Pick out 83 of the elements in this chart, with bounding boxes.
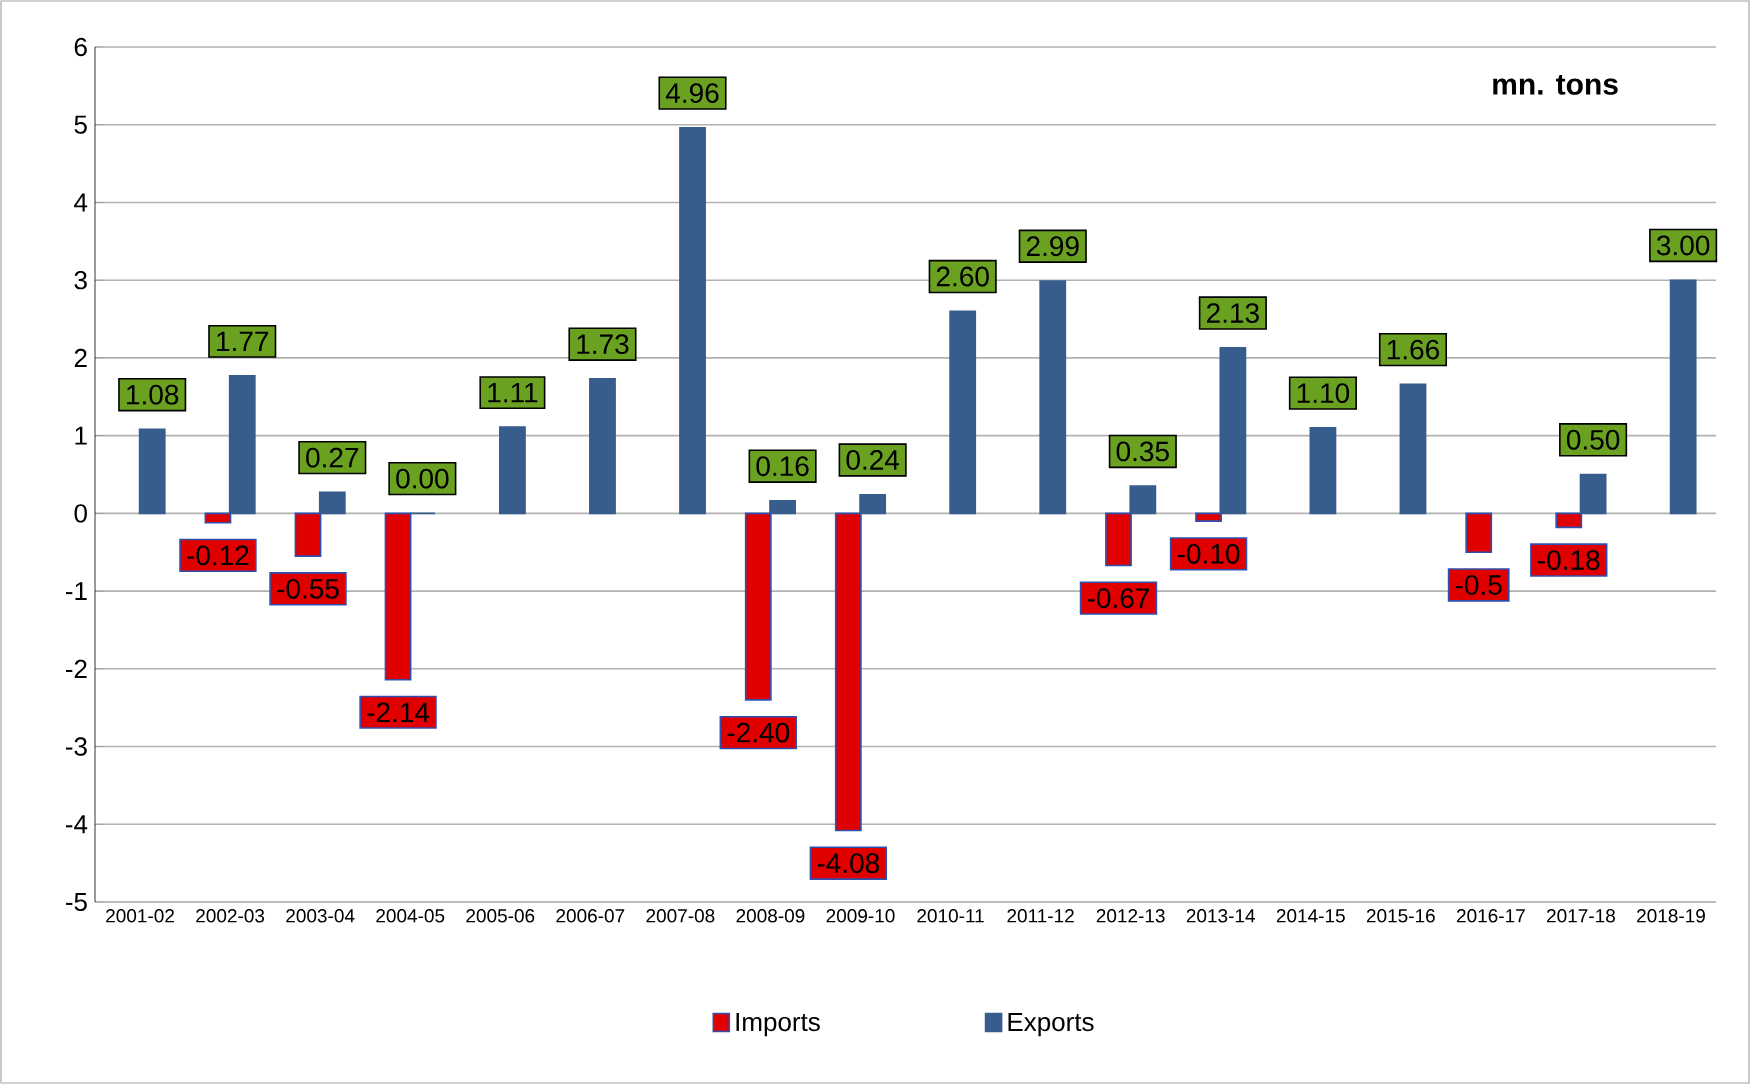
x-tick-label: 2016-17	[1456, 909, 1525, 923]
x-tick-label: 2003-04	[286, 909, 355, 923]
data-label: -0.12	[187, 545, 249, 566]
x-tick-label: 2009-10	[826, 909, 895, 923]
x-tick-label: 2002-03	[196, 909, 265, 923]
data-label: 1.66	[1387, 339, 1439, 360]
bar	[138, 428, 166, 515]
bar	[1309, 427, 1337, 515]
bar	[318, 491, 346, 515]
bar	[384, 512, 412, 681]
bar	[859, 493, 887, 515]
data-label: 0.50	[1566, 429, 1620, 450]
data-label: 4.96	[665, 83, 719, 104]
bar	[1399, 383, 1427, 515]
data-label: 1.11	[488, 383, 538, 403]
bar	[744, 512, 772, 701]
x-tick-label: 2014-15	[1276, 909, 1345, 923]
data-label: 0.00	[396, 468, 449, 489]
x-tick-label: 2018-19	[1637, 909, 1705, 923]
y-tick-label: 0	[74, 504, 87, 523]
bar	[1555, 512, 1583, 529]
x-tick-label: 2006-07	[556, 909, 625, 923]
x-tick-label: 2008-09	[736, 909, 805, 923]
bar	[1219, 347, 1247, 515]
data-label: -0.67	[1087, 588, 1150, 609]
x-tick-label: 2004-05	[376, 909, 445, 923]
bar	[228, 374, 256, 515]
bar	[1039, 280, 1067, 515]
data-label: 3.00	[1656, 235, 1710, 256]
bar	[294, 512, 322, 557]
data-label: 0.35	[1116, 441, 1169, 462]
data-label: -0.10	[1177, 543, 1240, 564]
x-tick-label: 2012-13	[1096, 909, 1165, 923]
y-tick-label: -2	[65, 659, 87, 678]
y-tick-label: 2	[74, 348, 87, 367]
bar	[679, 127, 706, 515]
bar	[1579, 473, 1607, 515]
bar	[1105, 512, 1132, 567]
data-label: 1.73	[577, 334, 629, 355]
data-label: -0.55	[277, 578, 339, 599]
y-tick-label: 6	[74, 37, 87, 57]
annotation: mn. tons	[1493, 75, 1618, 95]
data-label: -2.40	[727, 722, 790, 743]
x-tick-label: 2001-02	[106, 909, 174, 923]
bar	[769, 500, 796, 515]
data-label: -0.5	[1455, 575, 1502, 595]
y-tick-label: 1	[75, 426, 87, 445]
data-label: -2.14	[367, 702, 430, 723]
data-label: 2.13	[1207, 303, 1259, 324]
x-tick-label: 2007-08	[646, 909, 715, 923]
bar	[1129, 485, 1157, 515]
x-tick-label: 2005-06	[466, 909, 535, 923]
data-label: 2.99	[1026, 236, 1079, 257]
y-tick-label: -4	[65, 815, 88, 834]
x-tick-label: 2013-14	[1186, 909, 1255, 923]
bar	[499, 426, 526, 515]
bar	[1195, 512, 1222, 522]
data-label: -4.08	[817, 853, 880, 874]
legend-label: Imports	[736, 1013, 820, 1037]
data-label: 0.16	[756, 456, 809, 477]
data-label: 0.24	[846, 450, 900, 470]
bar	[1669, 279, 1697, 515]
y-tick-label: -1	[65, 582, 87, 601]
data-label: 1.10	[1297, 383, 1350, 404]
legend-label: Exports	[1008, 1013, 1094, 1037]
y-tick-label: 3	[74, 270, 87, 290]
bar	[834, 512, 862, 832]
y-tick-label: -5	[65, 892, 87, 912]
x-tick-label: 2010-11	[917, 909, 984, 923]
data-label: 0.27	[306, 447, 359, 468]
y-tick-label: 4	[74, 193, 88, 212]
data-label: -0.18	[1538, 550, 1600, 570]
data-label: 1.08	[127, 384, 179, 405]
x-tick-label: 2017-18	[1547, 909, 1615, 923]
y-tick-label: 5	[74, 115, 87, 134]
data-label: 1.77	[217, 331, 269, 351]
bar	[949, 310, 977, 515]
bar	[1465, 512, 1493, 554]
x-tick-label: 2011-12	[1007, 909, 1074, 923]
x-tick-label: 2015-16	[1366, 909, 1435, 923]
y-tick-label: -3	[65, 737, 87, 756]
data-label: 2.60	[936, 266, 989, 287]
bar	[589, 378, 616, 515]
